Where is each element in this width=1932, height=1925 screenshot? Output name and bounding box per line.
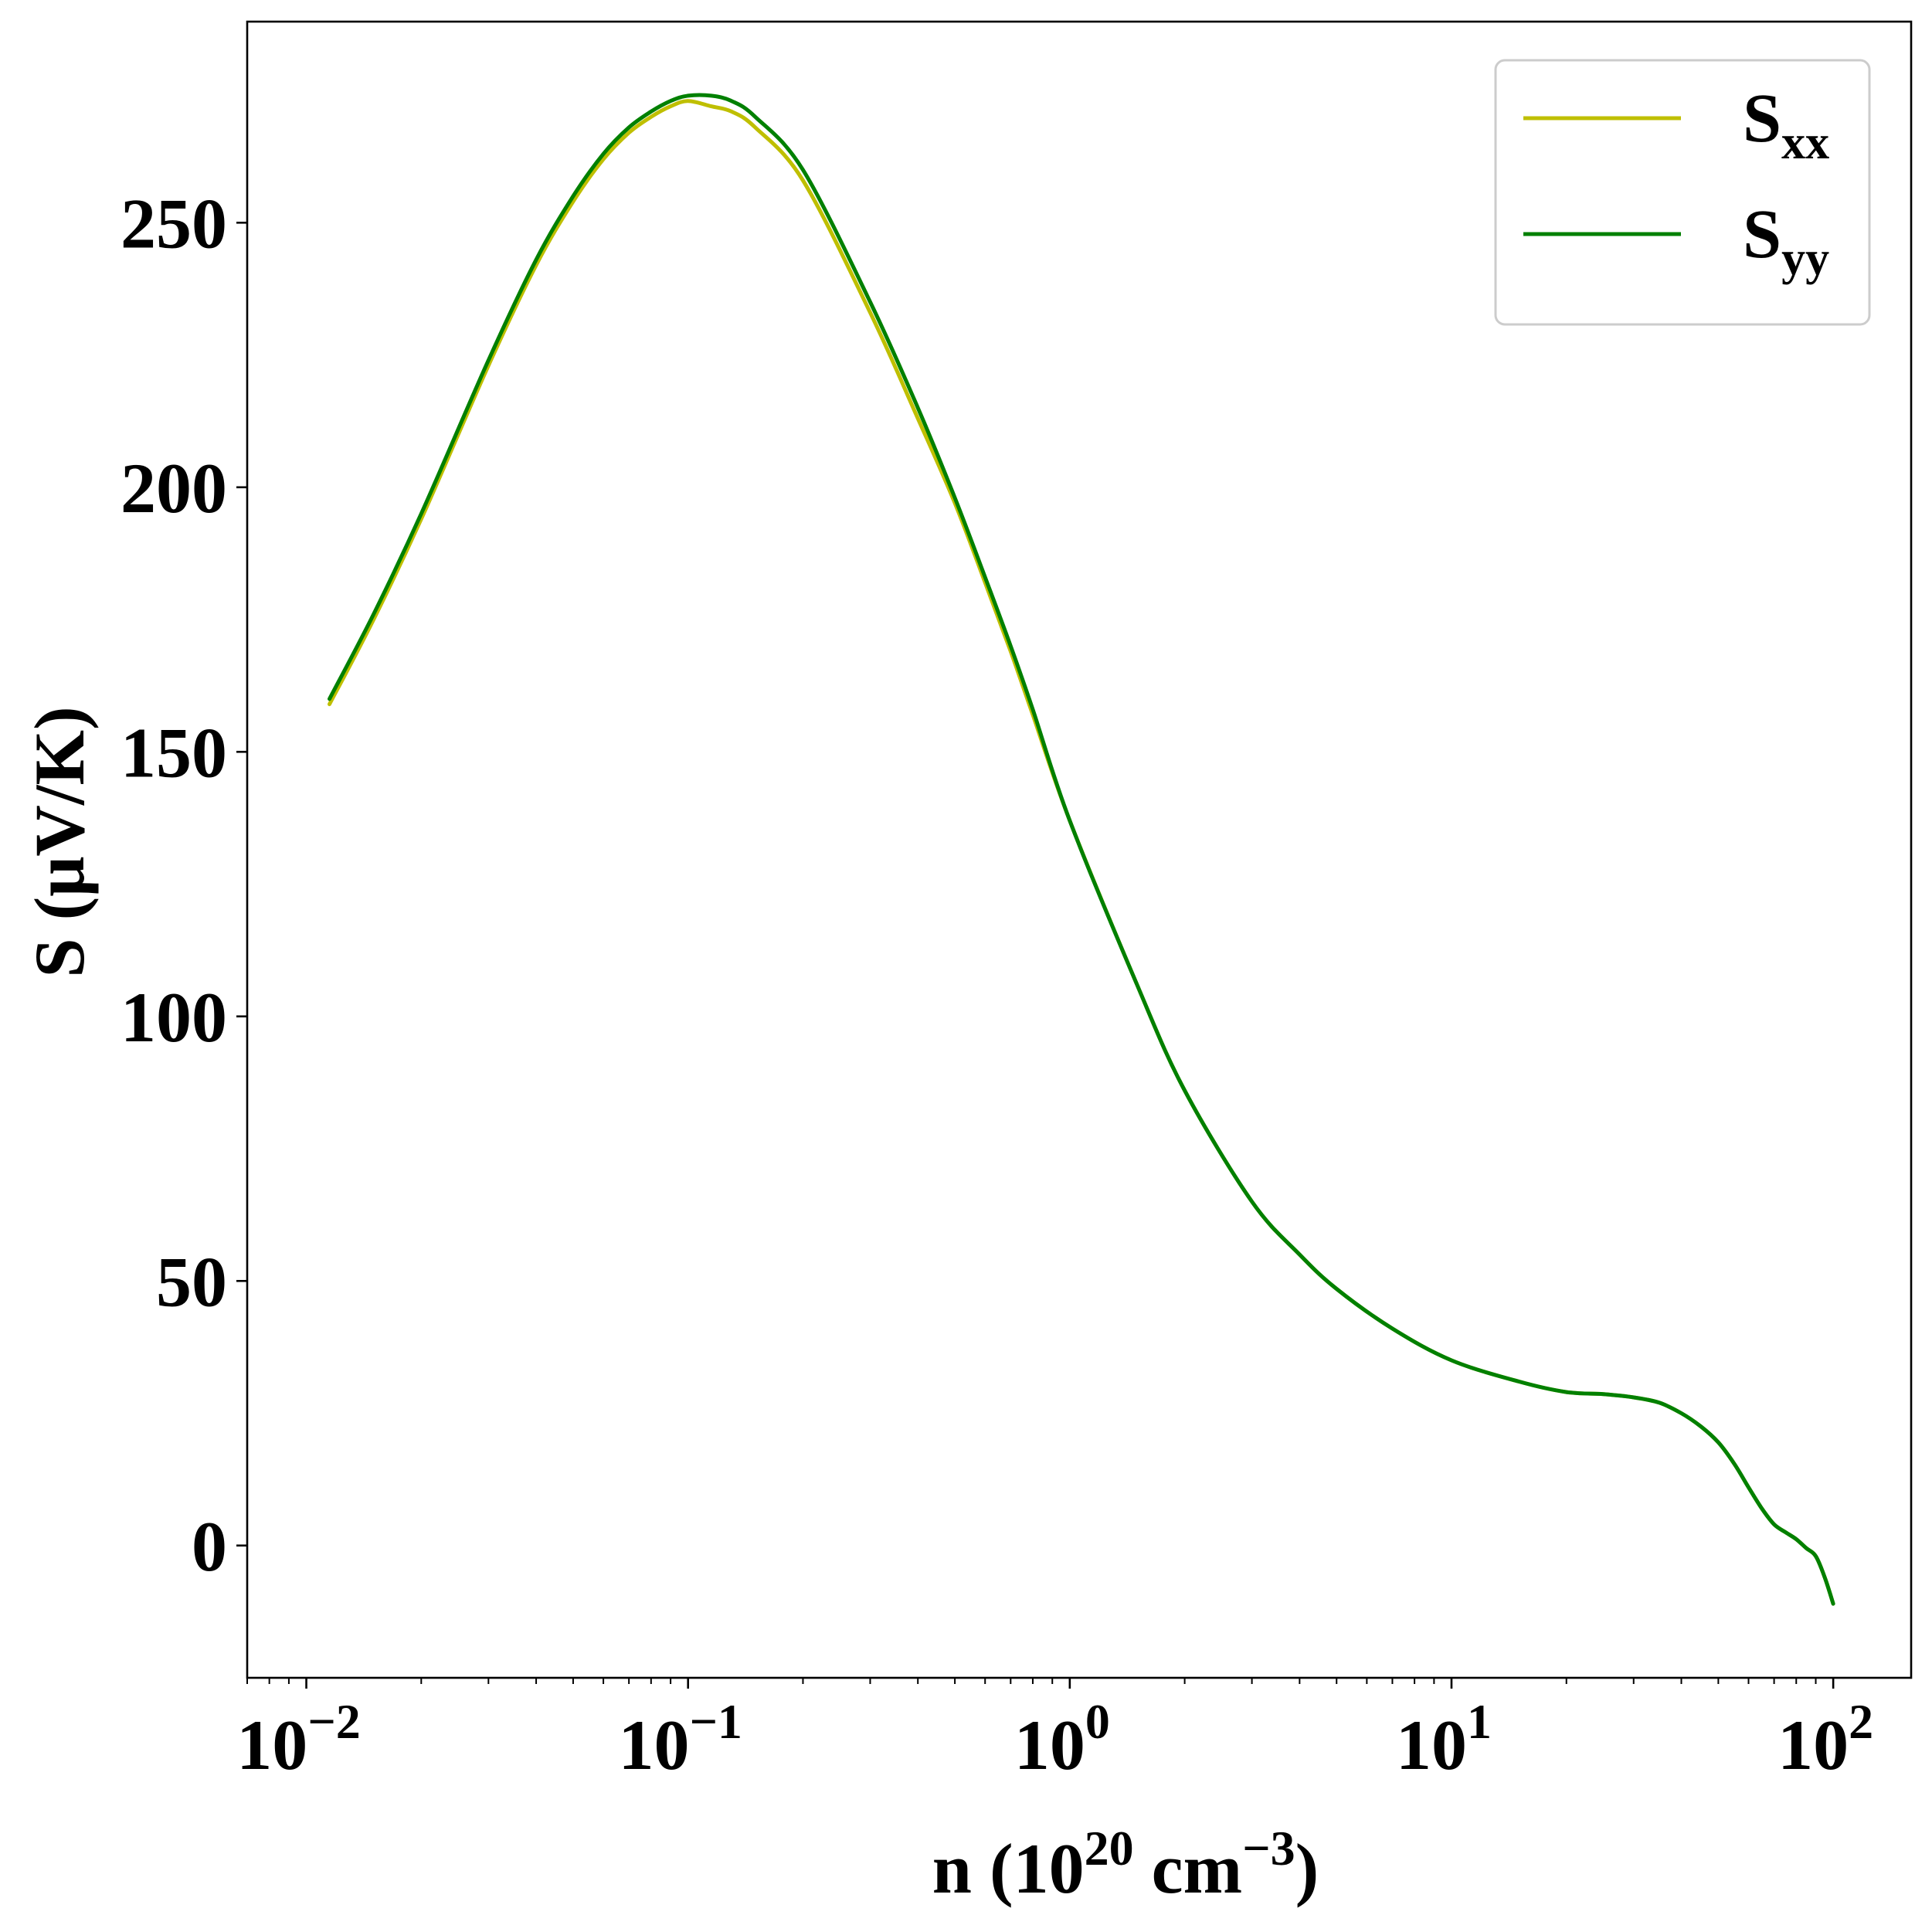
x-axis-label-post: ): [1295, 1829, 1319, 1908]
y-tick-label: 150: [121, 713, 227, 792]
x-axis-label-exponent-1: 20: [1085, 1821, 1134, 1876]
y-tick-label: 50: [156, 1242, 227, 1321]
legend-label-sxx: Sxx: [1743, 80, 1829, 169]
series-line-syy: [328, 93, 1835, 1606]
x-axis-label: n (1020 cm−3): [932, 1821, 1319, 1908]
y-axis: 0 50 100 150 200 250: [121, 184, 247, 1586]
x-tick-label: 100: [1014, 1694, 1110, 1784]
x-axis-label-pre: n (10: [932, 1829, 1085, 1908]
x-tick-label: 101: [1396, 1694, 1492, 1784]
legend-label-sxx-base: S: [1743, 80, 1781, 157]
x-axis-label-unit: cm: [1134, 1829, 1242, 1908]
x-axis: 10−2 10−1 100 101 102: [236, 1678, 1873, 1784]
legend-label-sxx-sub: xx: [1781, 117, 1829, 169]
series-layer: [328, 93, 1835, 1606]
x-axis-label-exponent-2: −3: [1242, 1821, 1295, 1876]
x-tick-label: 10−2: [236, 1694, 360, 1784]
y-tick-label: 200: [121, 449, 227, 528]
legend-label-syy-sub: yy: [1781, 233, 1829, 285]
legend-box: [1494, 59, 1871, 326]
y-axis-label: S (μV/K): [20, 706, 99, 977]
x-tick-label: 102: [1778, 1694, 1873, 1784]
legend-label-syy: Syy: [1743, 196, 1829, 285]
plot-frame: [246, 20, 1913, 1679]
x-tick-label: 10−1: [618, 1694, 742, 1784]
y-tick-label: 250: [121, 184, 227, 263]
legend: Sxx Syy: [1494, 59, 1871, 326]
y-tick-label: 100: [121, 978, 227, 1057]
legend-label-syy-base: S: [1743, 196, 1781, 273]
y-tick-label: 0: [192, 1507, 227, 1586]
